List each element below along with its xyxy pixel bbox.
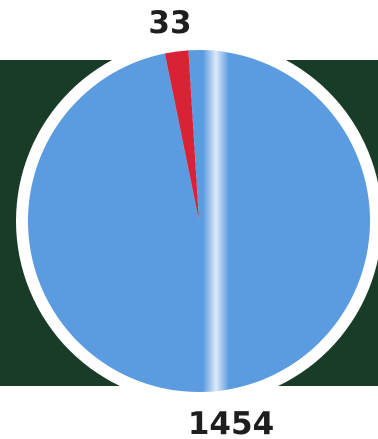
pie-slices xyxy=(27,49,370,392)
pie-slice-33 xyxy=(164,50,199,221)
pie-slice-1454 xyxy=(27,49,370,392)
pie-sheen xyxy=(203,50,229,392)
slice-label-small: 33 xyxy=(148,5,191,41)
slice-label-large: 1454 xyxy=(188,406,274,439)
